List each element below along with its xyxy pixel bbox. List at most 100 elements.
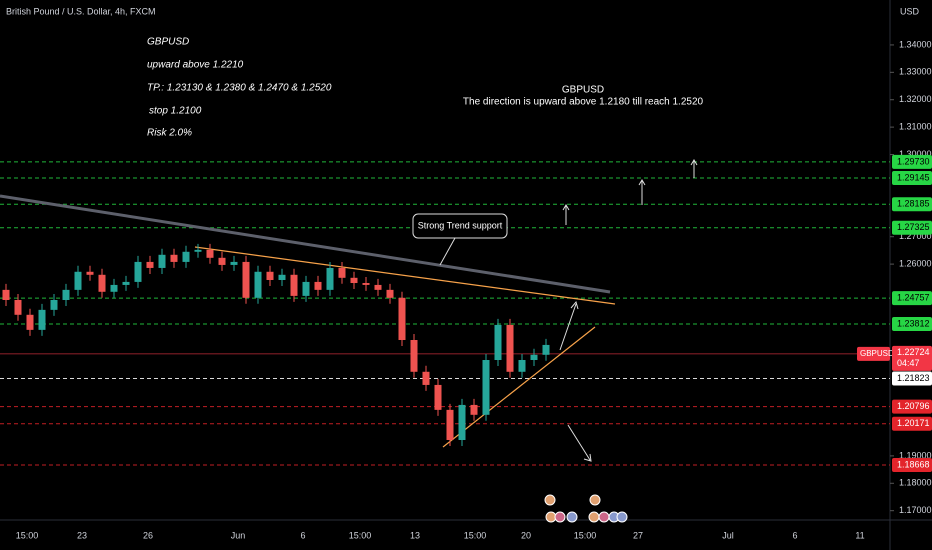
x-tick-label: 23 <box>77 530 87 540</box>
x-tick-label: 6 <box>300 530 305 540</box>
x-tick-label: 15:00 <box>574 530 597 540</box>
candle-body <box>50 300 58 310</box>
y-tick-label: 1.19000 <box>899 450 932 460</box>
candle-body <box>410 340 418 372</box>
x-tick-label: Jul <box>722 530 734 540</box>
candle-body <box>434 384 442 410</box>
axes: 1.34000 1.33000 1.32000 1.31000 1.30000 1.270… <box>16 39 932 540</box>
candle-body <box>326 267 334 290</box>
y-tick-label: 1.30000 <box>899 149 932 159</box>
candle-body <box>494 324 502 360</box>
candle-body <box>338 267 346 278</box>
y-tick-label: 1.26000 <box>899 258 932 268</box>
trend-line <box>0 194 611 294</box>
candle-body <box>314 281 322 290</box>
candle-body <box>206 249 214 258</box>
y-tick-label: 1.34000 <box>899 39 932 49</box>
current-label: 1.22724 <box>897 347 930 357</box>
arrow <box>562 204 570 225</box>
x-tick-label: 6 <box>792 530 797 540</box>
level-tag <box>892 220 932 235</box>
arrow <box>690 159 698 178</box>
candle-body <box>14 300 22 315</box>
level-tag <box>892 317 932 332</box>
candle-body <box>278 274 286 280</box>
candle-body <box>506 324 514 372</box>
y-tick-label: 1.31000 <box>899 121 932 131</box>
candle-body <box>134 261 142 282</box>
y-tick-label: 1.32000 <box>899 94 932 104</box>
candle-body <box>530 354 538 360</box>
level-tag <box>892 291 932 306</box>
candle-body <box>446 409 454 440</box>
level-label: 1.24757 <box>897 293 930 303</box>
candle-body <box>158 254 166 268</box>
candle-body <box>482 360 490 415</box>
candle-body <box>302 281 310 296</box>
level-tag <box>892 416 932 431</box>
event-icons <box>544 494 628 523</box>
x-tick-label: 15:00 <box>16 530 39 540</box>
arrow <box>567 424 592 462</box>
note-line: upward above 1.2210 <box>147 60 244 71</box>
candle-body <box>38 309 46 330</box>
event-icon <box>566 511 578 523</box>
candle-body <box>230 261 238 265</box>
y-tick-label: 1.27000 <box>899 231 932 241</box>
callout-text: Strong Trend support <box>418 220 503 230</box>
current-tag <box>892 345 932 371</box>
callout-pointer <box>439 237 456 266</box>
candle-body <box>110 284 118 292</box>
event-icon <box>589 494 601 506</box>
x-tick-label: 15:00 <box>464 530 487 540</box>
event-icon <box>544 494 556 506</box>
candle-body <box>182 251 190 262</box>
note-line: stop 1.2100 <box>149 106 202 117</box>
candle-body <box>470 404 478 415</box>
candle-body <box>254 271 262 298</box>
note-center: GBPUSD <box>562 85 604 96</box>
candle-body <box>398 297 406 340</box>
x-tick-label: 11 <box>855 530 864 540</box>
arrow <box>638 179 646 205</box>
level-tag <box>892 154 932 169</box>
y-tick-label: 1.18000 <box>899 478 932 488</box>
candle-body <box>170 254 178 262</box>
x-tick-label: 15:00 <box>349 530 372 540</box>
candle-body <box>98 274 106 292</box>
trend-line <box>442 326 596 448</box>
event-icon <box>598 511 610 523</box>
candle-body <box>2 289 10 300</box>
candle-body <box>62 289 70 300</box>
candle-body <box>146 261 154 268</box>
note-line: GBPUSD <box>147 37 189 48</box>
candle-body <box>218 257 226 265</box>
level-label: 1.28185 <box>897 199 930 209</box>
current-countdown: 04:47 <box>897 358 920 368</box>
level-tag <box>892 457 932 472</box>
x-tick-label: 13 <box>410 530 420 540</box>
level-label: 1.27325 <box>897 222 930 232</box>
x-tick-label: 20 <box>521 530 531 540</box>
candle-body <box>422 371 430 385</box>
arrows <box>559 159 698 462</box>
candle-body <box>266 271 274 280</box>
level-label: 1.23812 <box>897 318 930 328</box>
currency: USD <box>900 6 920 16</box>
event-icon <box>616 511 628 523</box>
candle-body <box>518 360 526 372</box>
y-tick-label: 1.33000 <box>899 67 932 77</box>
event-icon <box>554 511 566 523</box>
candle-body <box>362 283 370 285</box>
x-tick-label: 27 <box>633 530 643 540</box>
current-name-tag <box>857 346 890 361</box>
event-icon <box>588 511 600 523</box>
level-label: 1.18668 <box>897 459 930 469</box>
candle-body <box>386 289 394 298</box>
arrow <box>559 300 579 351</box>
candle-body <box>86 271 94 275</box>
note-line: Risk 2.0% <box>147 128 192 139</box>
trend-line <box>194 246 616 305</box>
